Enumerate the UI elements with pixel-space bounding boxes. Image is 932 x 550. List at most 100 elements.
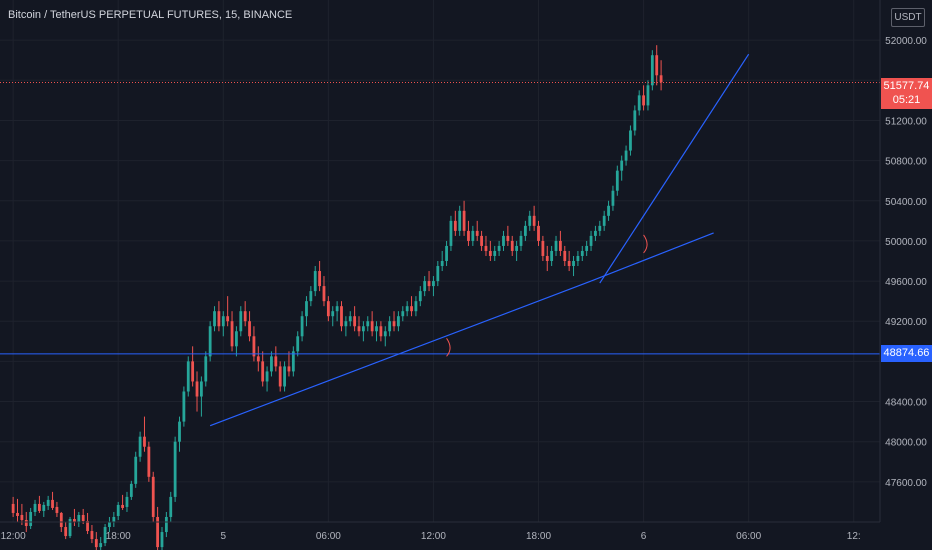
time-axis[interactable]: 12:00 18:00 5 06:00 12:00 18:00 6 06:00 12: (0, 521, 880, 542)
candle (112, 511, 116, 528)
candle-body (274, 356, 278, 367)
candle-body (414, 301, 418, 312)
candle-body (73, 518, 76, 522)
candle (497, 240, 501, 256)
candle-body (655, 55, 659, 76)
candle-body (173, 441, 177, 497)
candle (432, 276, 435, 297)
candle-body (265, 371, 269, 382)
candle-body (221, 316, 225, 327)
candle (383, 326, 387, 347)
candle-body (624, 150, 628, 161)
candle (633, 105, 637, 136)
candle-body (528, 215, 532, 226)
candle (488, 240, 492, 261)
candle (313, 266, 317, 297)
candle (515, 240, 519, 261)
candle-body (388, 321, 392, 332)
candle (208, 321, 212, 362)
candle-body (313, 271, 317, 292)
candle-body (29, 511, 33, 527)
candle-body (375, 326, 378, 332)
candle (261, 351, 265, 387)
candle (629, 125, 632, 156)
candle (252, 326, 256, 362)
currency-unit-button[interactable]: USDT (891, 8, 925, 27)
candle-body (506, 235, 510, 241)
candle (427, 271, 431, 292)
candle-body (580, 250, 584, 256)
candle-body (502, 235, 505, 246)
price-axis[interactable]: 47600.00 48000.00 48400.00 49200.00 49600.00… (879, 0, 927, 522)
y-tick-label: 50800.00 (885, 157, 927, 168)
candle (523, 220, 527, 241)
candle-body (467, 230, 470, 241)
candle (322, 276, 326, 307)
candle (401, 306, 405, 322)
candle (453, 210, 457, 236)
last-price-value: 51577.74 (883, 80, 930, 92)
candle-body (59, 512, 63, 528)
candle-body (405, 306, 409, 312)
candle (217, 301, 221, 332)
candle-body (147, 446, 151, 477)
y-tick-label: 48400.00 (885, 398, 927, 409)
candle-body (305, 301, 308, 317)
candle-body (230, 321, 234, 347)
candle (624, 145, 628, 166)
candle-body (462, 210, 466, 231)
bar-countdown: 05:21 (892, 94, 921, 106)
candle (502, 230, 505, 251)
candle-body (68, 518, 72, 537)
candle (147, 441, 151, 482)
candle (436, 261, 440, 287)
y-tick-label: 49600.00 (885, 277, 927, 288)
candle (558, 230, 562, 256)
candle-body (554, 240, 558, 251)
candle-body (445, 245, 448, 261)
candle (239, 306, 243, 337)
candle-body (121, 504, 124, 508)
candle (550, 245, 554, 267)
candle (462, 200, 466, 236)
y-tick-label: 47600.00 (885, 478, 927, 489)
chart-drawings[interactable] (0, 53, 880, 427)
candle (191, 346, 195, 387)
candle (646, 80, 650, 111)
candle-body (33, 503, 37, 512)
candle (445, 240, 448, 267)
candle (156, 506, 160, 550)
candle-body (112, 516, 116, 522)
candle (528, 210, 532, 231)
candle-body (633, 110, 637, 131)
candle (585, 240, 589, 256)
candle (602, 210, 606, 231)
candle (256, 346, 260, 372)
candle (51, 491, 54, 510)
candle-body (46, 499, 50, 506)
candle (46, 495, 50, 510)
trendline (590, 232, 714, 282)
candle-body (11, 503, 15, 513)
candle-body (440, 261, 444, 267)
candle-body (239, 311, 243, 332)
candle (20, 503, 24, 526)
candle-body (335, 306, 339, 312)
candle-body (519, 235, 523, 246)
candle (274, 346, 278, 372)
candle (230, 311, 234, 352)
candle-body (515, 245, 519, 251)
candle (164, 511, 168, 538)
candle-body (629, 130, 632, 151)
candle (471, 225, 475, 246)
candle (99, 537, 103, 550)
candle (576, 250, 580, 267)
x-tick-label: 12:00 (421, 531, 446, 542)
candle-body (572, 261, 575, 267)
candle-body (545, 255, 549, 261)
candle-body (77, 514, 81, 522)
candle-body (199, 381, 203, 397)
candle-body (108, 522, 111, 528)
candle (186, 356, 190, 397)
